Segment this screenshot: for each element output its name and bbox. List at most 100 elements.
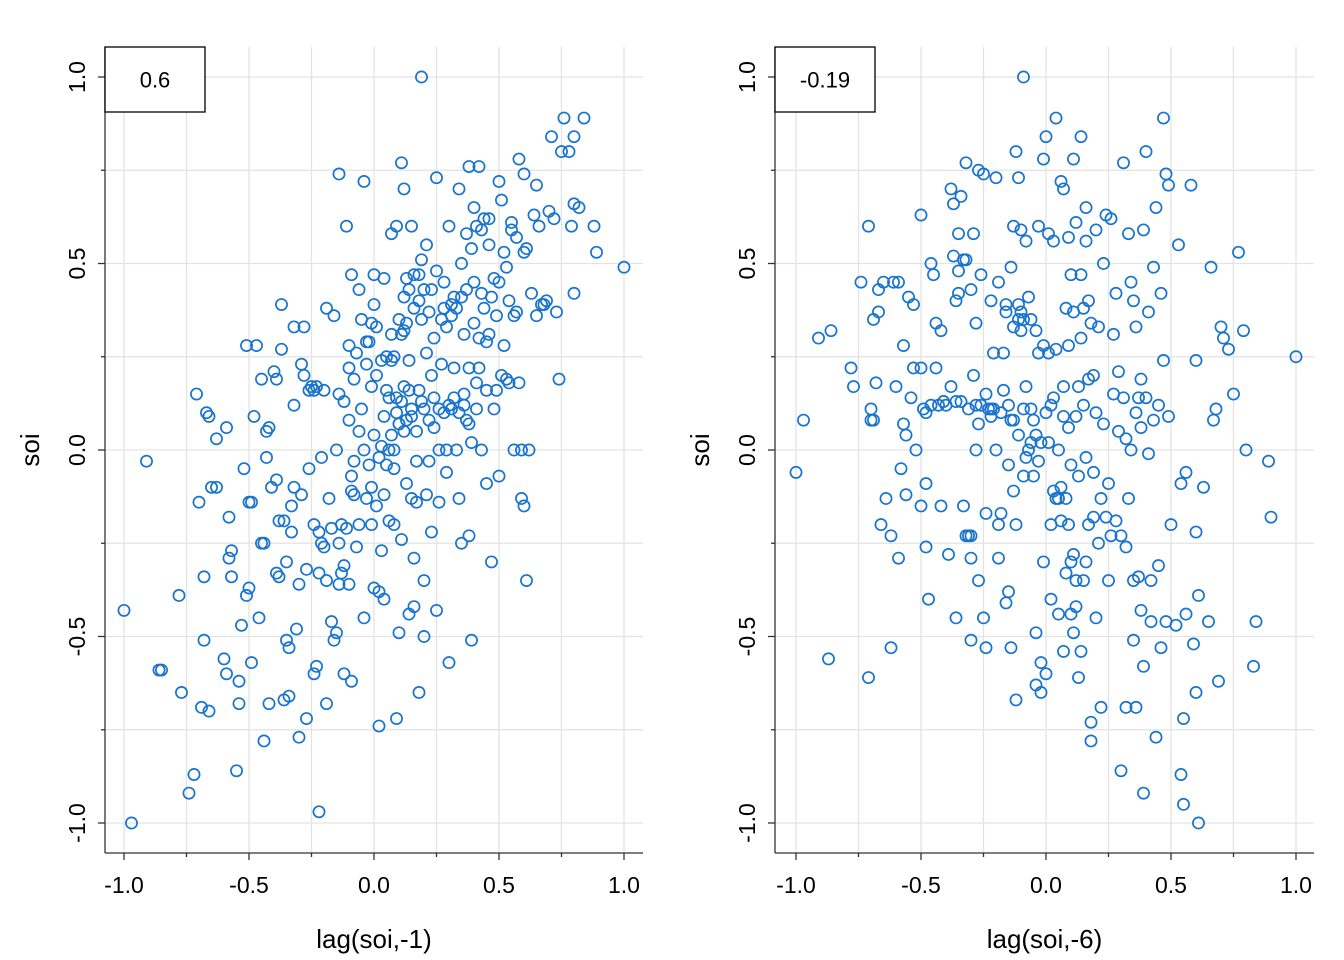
data-point [954, 395, 968, 408]
data-point [425, 283, 438, 297]
data-point [352, 283, 366, 297]
data-point [1064, 458, 1078, 472]
data-point [974, 268, 988, 282]
data-point [979, 641, 993, 655]
data-point [392, 626, 406, 640]
data-point [567, 130, 581, 144]
data-point [567, 286, 581, 300]
data-point [1014, 305, 1028, 319]
data-point [300, 712, 313, 726]
data-point [1029, 626, 1043, 640]
data-point [1139, 391, 1153, 405]
data-point [245, 656, 258, 670]
data-point [1062, 339, 1075, 353]
data-point [310, 380, 323, 394]
data-point [947, 197, 960, 211]
data-point [1114, 764, 1128, 778]
data-point [502, 376, 516, 390]
data-point [1137, 223, 1150, 237]
data-point [252, 611, 266, 625]
data-point [1144, 574, 1158, 588]
data-point [797, 413, 810, 427]
data-point [1207, 413, 1220, 427]
data-point [402, 283, 416, 297]
correlation-value: -0.19 [800, 68, 850, 93]
data-point [997, 383, 1010, 397]
data-point [1059, 566, 1073, 580]
data-point [854, 275, 868, 289]
data-point [325, 615, 338, 629]
data-point [327, 633, 341, 647]
data-point [1104, 212, 1118, 226]
data-point [964, 633, 978, 647]
data-point [1087, 465, 1100, 479]
data-point [387, 350, 401, 364]
data-point [1084, 715, 1098, 729]
data-point [942, 547, 955, 561]
data-point [320, 697, 333, 711]
data-point [415, 395, 428, 408]
data-point [405, 402, 418, 416]
data-point [587, 219, 601, 233]
data-point [874, 518, 888, 532]
data-point [182, 786, 196, 800]
data-point [345, 674, 358, 688]
data-point [452, 492, 466, 505]
data-point [360, 492, 373, 505]
data-point [395, 533, 408, 546]
x-tick-label: -0.5 [901, 872, 941, 898]
data-point [1289, 350, 1303, 364]
data-point [1042, 346, 1055, 360]
data-point [1124, 275, 1138, 289]
data-point [1039, 130, 1053, 144]
data-point [822, 652, 835, 666]
data-point [884, 529, 898, 543]
data-point [884, 641, 898, 655]
data-point [979, 506, 993, 520]
data-point [505, 216, 518, 229]
data-point [1132, 391, 1145, 405]
data-point [317, 540, 331, 554]
data-point [1079, 201, 1093, 214]
data-point [230, 764, 243, 778]
data-point [927, 268, 940, 282]
data-point [1009, 145, 1023, 159]
data-point [547, 212, 561, 226]
data-point [440, 320, 453, 334]
data-point [410, 495, 423, 509]
data-point [405, 219, 418, 233]
data-point [317, 383, 331, 397]
y-tick-label: -0.5 [64, 617, 90, 657]
data-point [1062, 421, 1075, 435]
data-point [919, 540, 933, 554]
data-point [969, 398, 983, 412]
data-point [482, 238, 496, 252]
data-point [1057, 182, 1070, 196]
x-axis-title: lag(soi,-6) [987, 924, 1103, 954]
data-point [894, 462, 908, 476]
data-point [515, 443, 528, 457]
data-point [1002, 398, 1015, 412]
data-point [954, 189, 968, 203]
data-point [270, 372, 283, 386]
x-tick-label: 0.5 [1155, 872, 1187, 898]
data-point [1067, 152, 1080, 166]
data-point [500, 260, 513, 274]
data-point [1214, 320, 1228, 334]
x-tick-label: -1.0 [104, 872, 144, 898]
data-point [1102, 574, 1115, 588]
data-point [869, 376, 883, 390]
data-point [934, 324, 948, 338]
data-point [1002, 585, 1015, 599]
data-point [1117, 391, 1130, 405]
data-point [1174, 477, 1188, 491]
data-point [1017, 313, 1030, 326]
data-point [530, 178, 543, 192]
data-point [387, 462, 401, 476]
data-point [287, 398, 301, 412]
data-point [390, 712, 403, 726]
data-point [987, 402, 1000, 416]
data-point [410, 424, 423, 438]
data-point [520, 242, 533, 256]
data-point [1047, 391, 1060, 405]
